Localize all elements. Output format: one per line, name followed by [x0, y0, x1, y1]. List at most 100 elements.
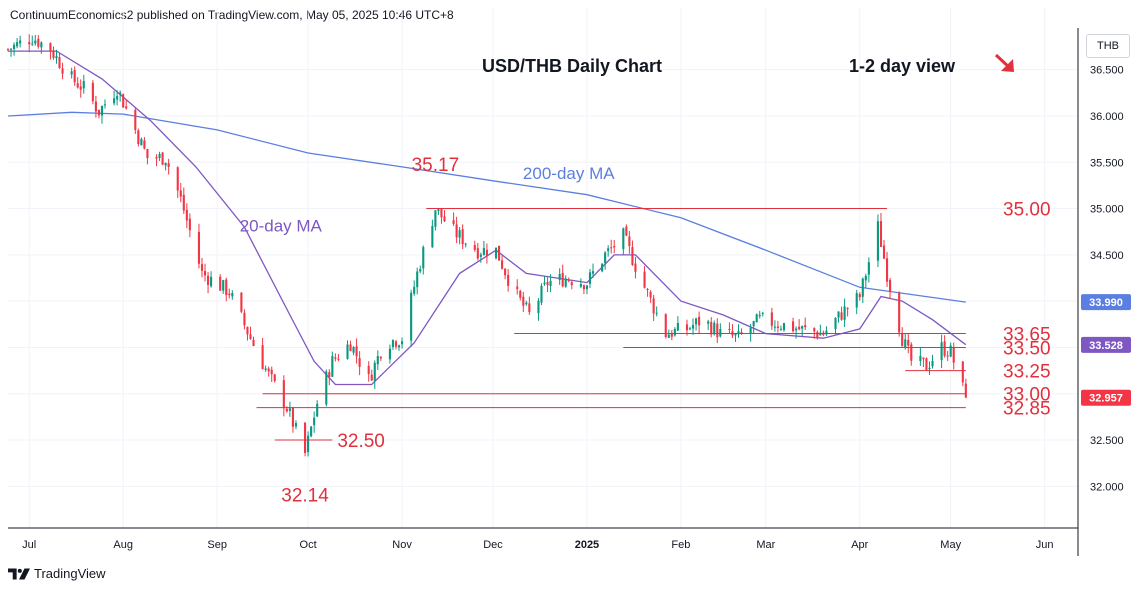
candle [37, 35, 40, 49]
candle-body [434, 210, 437, 227]
candle [710, 317, 713, 338]
candle [440, 208, 443, 224]
level-label: 33.00 [1003, 385, 1051, 406]
candle [485, 243, 488, 264]
x-tick-label: May [940, 539, 961, 551]
candle-body [52, 50, 55, 58]
candle [264, 365, 267, 372]
candle [73, 66, 76, 86]
candle [861, 277, 864, 304]
candle-body [158, 154, 161, 158]
candle [867, 257, 870, 283]
candle-body [610, 247, 613, 249]
candle [879, 212, 883, 248]
candle [19, 35, 22, 48]
level-label: 32.85 [1003, 399, 1051, 420]
candle-body [246, 326, 249, 335]
candle [940, 334, 943, 369]
candle [443, 210, 446, 223]
candle [570, 279, 573, 290]
candle [946, 351, 949, 361]
candle [613, 239, 616, 254]
candle-body [882, 245, 886, 259]
candle-body [9, 48, 13, 50]
candle-body [549, 280, 552, 286]
candle [776, 320, 779, 333]
candle-body [688, 328, 692, 330]
candle [804, 317, 807, 331]
candle-body [58, 57, 61, 69]
candle-body [876, 221, 880, 261]
candle-body [546, 281, 549, 286]
candle-body [946, 355, 949, 357]
candle-body [310, 426, 313, 437]
candle [761, 312, 764, 317]
candle [943, 335, 946, 358]
price-tag-label: 32.957 [1089, 393, 1123, 405]
candle [416, 267, 419, 295]
candle [964, 378, 967, 399]
candle-body [707, 321, 710, 324]
candle-body [100, 106, 104, 116]
candle [525, 300, 528, 306]
candle-body [103, 104, 107, 106]
candle-body [925, 358, 928, 371]
candle-body [55, 56, 58, 59]
candle-body [249, 334, 252, 339]
candle-body [919, 355, 922, 361]
candle-body [222, 280, 225, 291]
candle-body [740, 332, 743, 334]
candle [543, 276, 546, 286]
candle [585, 284, 589, 295]
annotation-label: 20-day MA [240, 217, 323, 236]
candle [540, 283, 543, 306]
candle [698, 311, 701, 334]
candle-body [285, 408, 288, 412]
candle-body [507, 274, 510, 286]
candle-body [440, 208, 443, 218]
candle-body [134, 110, 137, 130]
candle-body [634, 263, 637, 272]
candle-body [337, 358, 340, 360]
candle-body [613, 246, 616, 248]
y-tick-label: 36.000 [1090, 111, 1124, 123]
x-tick-label: Sep [207, 539, 227, 551]
candle [497, 245, 501, 261]
price-tag-label: 33.990 [1089, 297, 1123, 309]
candle [537, 298, 540, 321]
candle-body [240, 292, 243, 312]
candle-body [397, 345, 401, 348]
level-label: 33.50 [1003, 338, 1051, 359]
candle [628, 230, 631, 254]
candle [113, 90, 116, 106]
candle-body [858, 294, 861, 298]
down-right-arrow-icon [994, 53, 1014, 72]
x-tick-label: Mar [756, 539, 775, 551]
candle [501, 255, 504, 270]
candle [455, 216, 458, 244]
candle-body [713, 322, 716, 335]
candle-body [537, 300, 540, 314]
candle [558, 268, 561, 285]
candle-body [755, 314, 758, 323]
candle-body [625, 226, 628, 236]
candle [158, 151, 161, 161]
candle-body [94, 101, 97, 112]
candle-body [813, 328, 816, 332]
candle-body [316, 403, 319, 417]
candle [394, 340, 398, 350]
candle-body [76, 83, 79, 88]
candle-body [770, 312, 773, 326]
candle-body [479, 254, 482, 257]
candle-body [79, 86, 82, 90]
x-tick-label: Nov [392, 539, 412, 551]
candle-body [155, 157, 158, 159]
candle-body [561, 272, 564, 287]
candle-body [176, 167, 179, 191]
candle-body [889, 279, 892, 292]
candle-body [928, 367, 931, 370]
candle [119, 90, 122, 102]
candle-body [931, 361, 934, 367]
candle [625, 224, 628, 237]
